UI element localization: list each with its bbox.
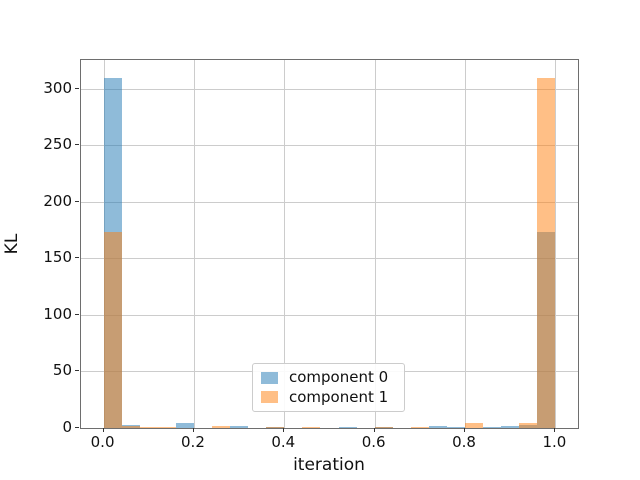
y-tick-label: 250	[43, 135, 72, 154]
histogram-bar-component-1	[121, 425, 140, 428]
x-tick-label: 0.8	[452, 433, 476, 451]
x-tick-label: 0.0	[90, 433, 115, 451]
y-tick-mark	[75, 370, 79, 372]
gridline-vertical	[193, 60, 195, 428]
x-tick-mark	[192, 428, 194, 432]
y-tick-label: 300	[43, 78, 72, 97]
gridline-horizontal	[81, 145, 578, 147]
legend-swatch-component-0-icon	[261, 371, 278, 384]
histogram-bar-component-1	[519, 423, 538, 428]
histogram-bar-component-1	[410, 426, 429, 428]
histogram-bar-component-0	[501, 426, 520, 428]
y-tick-mark	[75, 144, 79, 146]
x-axis-label: iteration	[293, 455, 365, 475]
histogram-bar-component-0	[483, 426, 502, 428]
x-tick-label: 1.0	[542, 433, 567, 451]
histogram-bar-component-0	[428, 426, 447, 428]
x-tick-mark	[464, 428, 466, 432]
histogram-bar-component-1	[266, 426, 285, 428]
gridline-vertical	[465, 60, 467, 428]
gridline-horizontal	[81, 201, 578, 203]
gridline-horizontal	[81, 314, 578, 316]
gridline-vertical	[374, 60, 376, 428]
y-tick-mark	[75, 427, 79, 428]
gridline-horizontal	[81, 258, 578, 260]
gridline-vertical	[284, 60, 286, 428]
histogram-bar-component-0	[338, 426, 357, 428]
histogram-bar-component-1	[537, 77, 556, 428]
x-tick-label: 0.4	[271, 433, 296, 451]
gridline-vertical	[555, 60, 557, 428]
histogram-bar-component-1	[465, 422, 484, 428]
histogram-bar-component-1	[212, 426, 231, 428]
legend-entry-component-1: component 1	[261, 387, 396, 406]
legend-entry-component-0: component 0	[261, 369, 396, 386]
x-tick-label: 0.2	[181, 433, 205, 451]
histogram-bar-component-1	[374, 426, 393, 428]
legend-swatch-component-1-icon	[261, 391, 278, 404]
y-tick-label: 50	[52, 361, 72, 380]
histogram-bar-component-0	[175, 423, 194, 428]
x-tick-mark	[373, 428, 375, 432]
y-tick-label: 0	[62, 418, 72, 436]
y-tick-label: 150	[43, 248, 72, 267]
histogram-bar-component-0	[230, 425, 249, 428]
y-tick-mark	[75, 257, 79, 259]
x-tick-mark	[554, 428, 556, 432]
histogram-bar-component-1	[139, 426, 158, 428]
x-tick-label: 0.6	[361, 433, 386, 451]
y-tick-mark	[75, 313, 79, 315]
y-tick-mark	[75, 87, 79, 89]
y-axis-label: KL	[2, 233, 22, 255]
legend-label-component-0: component 0	[289, 368, 389, 387]
x-tick-mark	[283, 428, 285, 432]
histogram-bar-component-1	[302, 426, 321, 428]
histogram-bar-component-1	[157, 426, 176, 428]
histogram-bar-component-0	[446, 426, 466, 428]
y-tick-mark	[75, 200, 79, 202]
gridline-horizontal	[81, 88, 578, 90]
histogram-bar-component-1	[103, 232, 122, 428]
x-tick-mark	[102, 428, 104, 432]
y-tick-label: 200	[43, 191, 72, 210]
legend-label-component-1: component 1	[289, 387, 389, 406]
y-tick-label: 100	[43, 304, 72, 323]
legend: component 0 component 1	[252, 363, 405, 412]
